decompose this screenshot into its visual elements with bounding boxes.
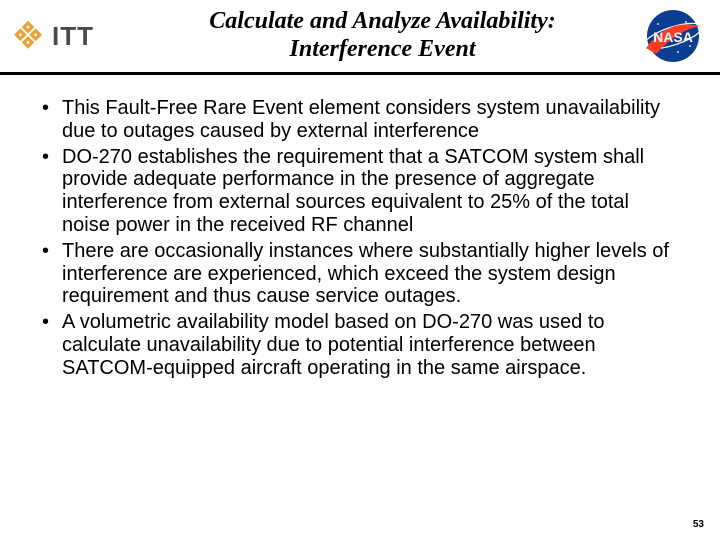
itt-logo-text: ITT <box>52 21 94 52</box>
title-line-2: Interference Event <box>130 36 635 64</box>
list-item: This Fault-Free Rare Event element consi… <box>40 97 680 143</box>
title-line-1: Calculate and Analyze Availability: <box>130 8 635 36</box>
nasa-meatball-icon: NASA <box>638 8 708 64</box>
itt-logo: ITT <box>10 6 130 66</box>
itt-diamond-icon <box>10 18 46 54</box>
list-item: A volumetric availability model based on… <box>40 311 680 379</box>
bullet-list: This Fault-Free Rare Event element consi… <box>40 97 680 380</box>
slide-header: ITT Calculate and Analyze Availability: … <box>0 0 720 72</box>
slide-content: This Fault-Free Rare Event element consi… <box>0 75 720 380</box>
nasa-logo: NASA <box>635 6 710 66</box>
slide-title: Calculate and Analyze Availability: Inte… <box>130 8 635 63</box>
list-item: DO-270 establishes the requirement that … <box>40 146 680 237</box>
page-number: 53 <box>693 519 704 530</box>
list-item: There are occasionally instances where s… <box>40 240 680 308</box>
svg-text:NASA: NASA <box>653 29 693 45</box>
